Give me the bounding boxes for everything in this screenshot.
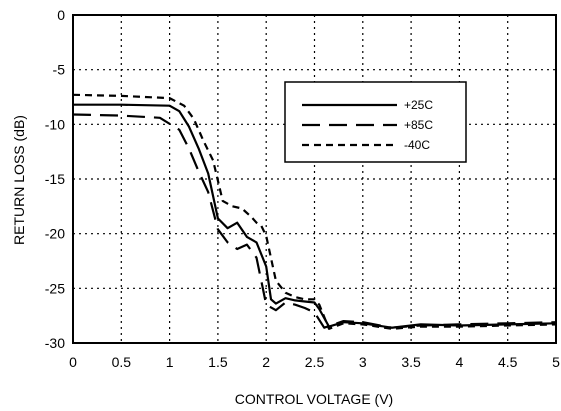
x-tick-label: 2.5 [305,354,325,370]
x-tick-label: 0.5 [112,354,132,370]
legend-label: +25C [404,98,433,112]
legend: +25C +85C -40C [284,81,467,163]
series-line [72,93,557,330]
series-line [72,113,557,329]
legend-label: +85C [404,118,433,132]
x-tick-label: 3 [359,354,367,370]
x-tick-label: 1 [166,354,174,370]
x-tick-label: 3.5 [401,354,421,370]
legend-label: -40C [404,138,430,152]
y-axis-title: RETURN LOSS (dB) [11,115,27,245]
legend-box [284,81,467,163]
y-tick-label: -10 [45,116,65,132]
y-tick-label: -25 [45,280,65,296]
x-tick-label: 0 [69,354,77,370]
y-tick-label: -30 [45,335,65,351]
x-tick-label: 5 [552,354,560,370]
x-tick-label: 1.5 [208,354,228,370]
x-tick-label: 4 [456,354,464,370]
y-tick-label: 0 [57,7,65,23]
x-tick-label: 2 [262,354,270,370]
y-tick-label: -20 [45,226,65,242]
series-lines [72,93,557,330]
y-tick-label: -15 [45,171,65,187]
grid-lines [73,15,556,343]
x-tick-label: 4.5 [498,354,518,370]
plot-frame [72,14,557,344]
x-axis-title: CONTROL VOLTAGE (V) [235,391,393,407]
y-tick-label: -5 [53,62,66,78]
tick-labels: 0 0.5 1 1.5 2 2.5 3 3.5 4 4.5 5 0 -5 -10 -15 -20 -25 -30 [45,7,560,370]
